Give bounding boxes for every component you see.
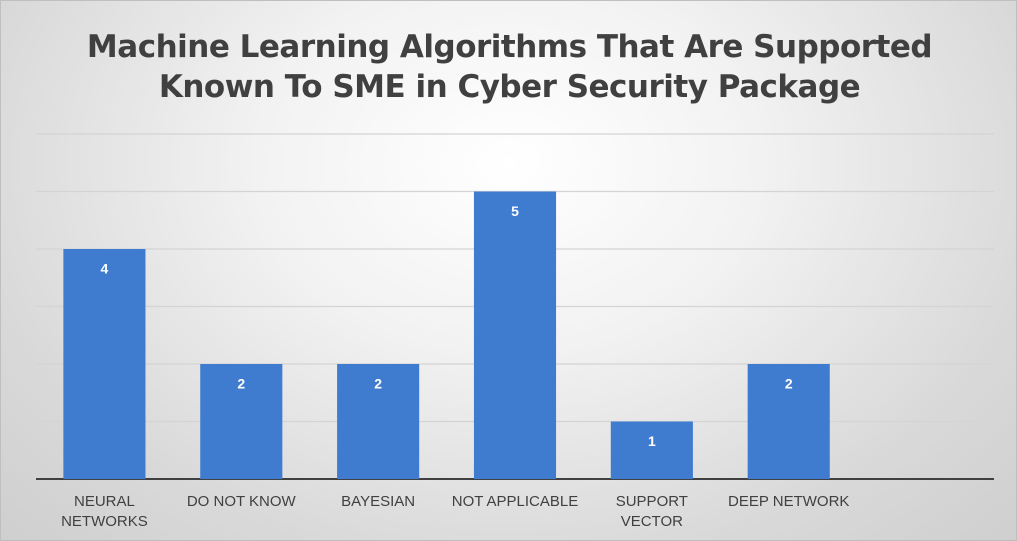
bar [337,364,420,479]
x-tick-label: DO NOT KNOW [186,493,296,510]
bar [200,364,283,479]
x-tick-label: NOT APPLICABLE [451,493,579,510]
data-label: 5 [511,203,519,219]
bar [610,421,693,479]
data-label: 2 [785,376,793,392]
data-label: 4 [101,261,109,277]
data-label: 2 [237,376,245,392]
data-label: 2 [374,376,382,392]
bar [473,191,557,479]
x-tick-label: BAYESIAN [341,493,416,510]
data-label: 1 [648,433,656,449]
x-tick-label: DEEP NETWORK [728,493,850,510]
x-tick-label: NEURAL NETWORKS [61,493,148,530]
bar [747,364,830,479]
bar [63,249,146,479]
x-tick-label: SUPPORT VECTOR [615,493,688,530]
chart-title: Machine Learning Algorithms That Are Sup… [86,29,933,105]
